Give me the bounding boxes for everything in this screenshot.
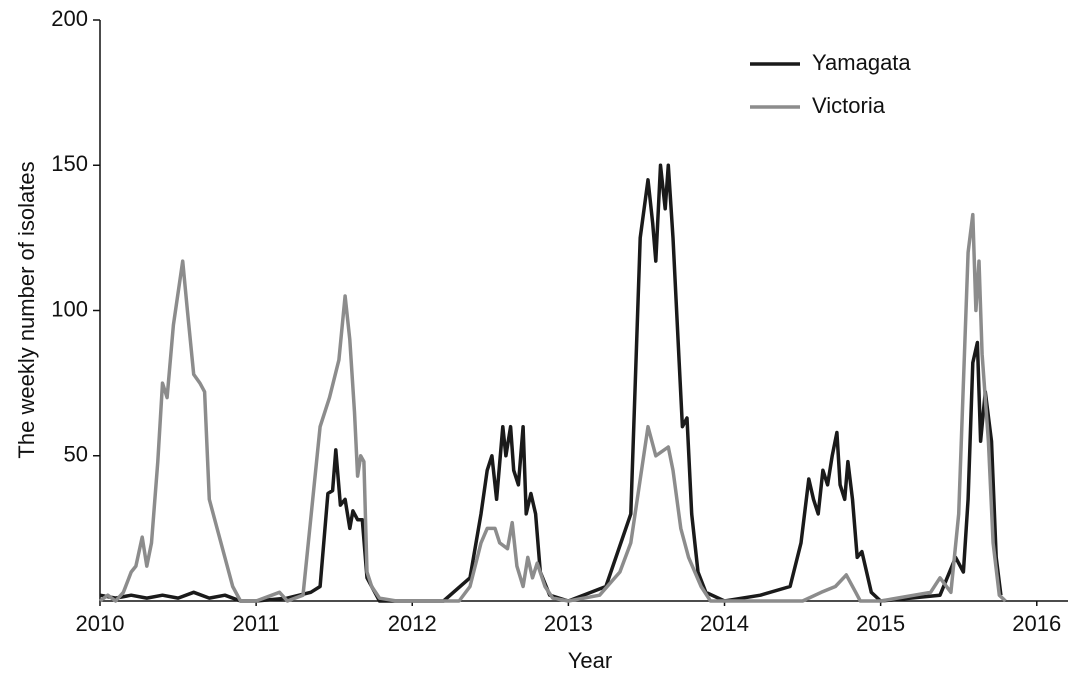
x-tick-label: 2012 — [388, 611, 437, 636]
y-axis-label: The weekly number of isolates — [14, 161, 39, 458]
series-line — [98, 212, 1007, 603]
x-tick-label: 2010 — [76, 611, 125, 636]
x-tick-label: 2016 — [1012, 611, 1061, 636]
x-tick-label: 2011 — [232, 611, 279, 636]
legend-label: Yamagata — [812, 50, 911, 75]
series-line — [99, 163, 1003, 603]
y-tick-label: 100 — [51, 296, 88, 321]
y-tick-label: 200 — [51, 6, 88, 31]
x-tick-label: 2014 — [700, 611, 749, 636]
x-axis-label: Year — [568, 648, 612, 673]
y-tick-label: 50 — [64, 442, 88, 467]
x-tick-label: 2013 — [544, 611, 593, 636]
y-tick-label: 150 — [51, 151, 88, 176]
x-tick-label: 2015 — [856, 611, 905, 636]
legend-label: Victoria — [812, 93, 886, 118]
